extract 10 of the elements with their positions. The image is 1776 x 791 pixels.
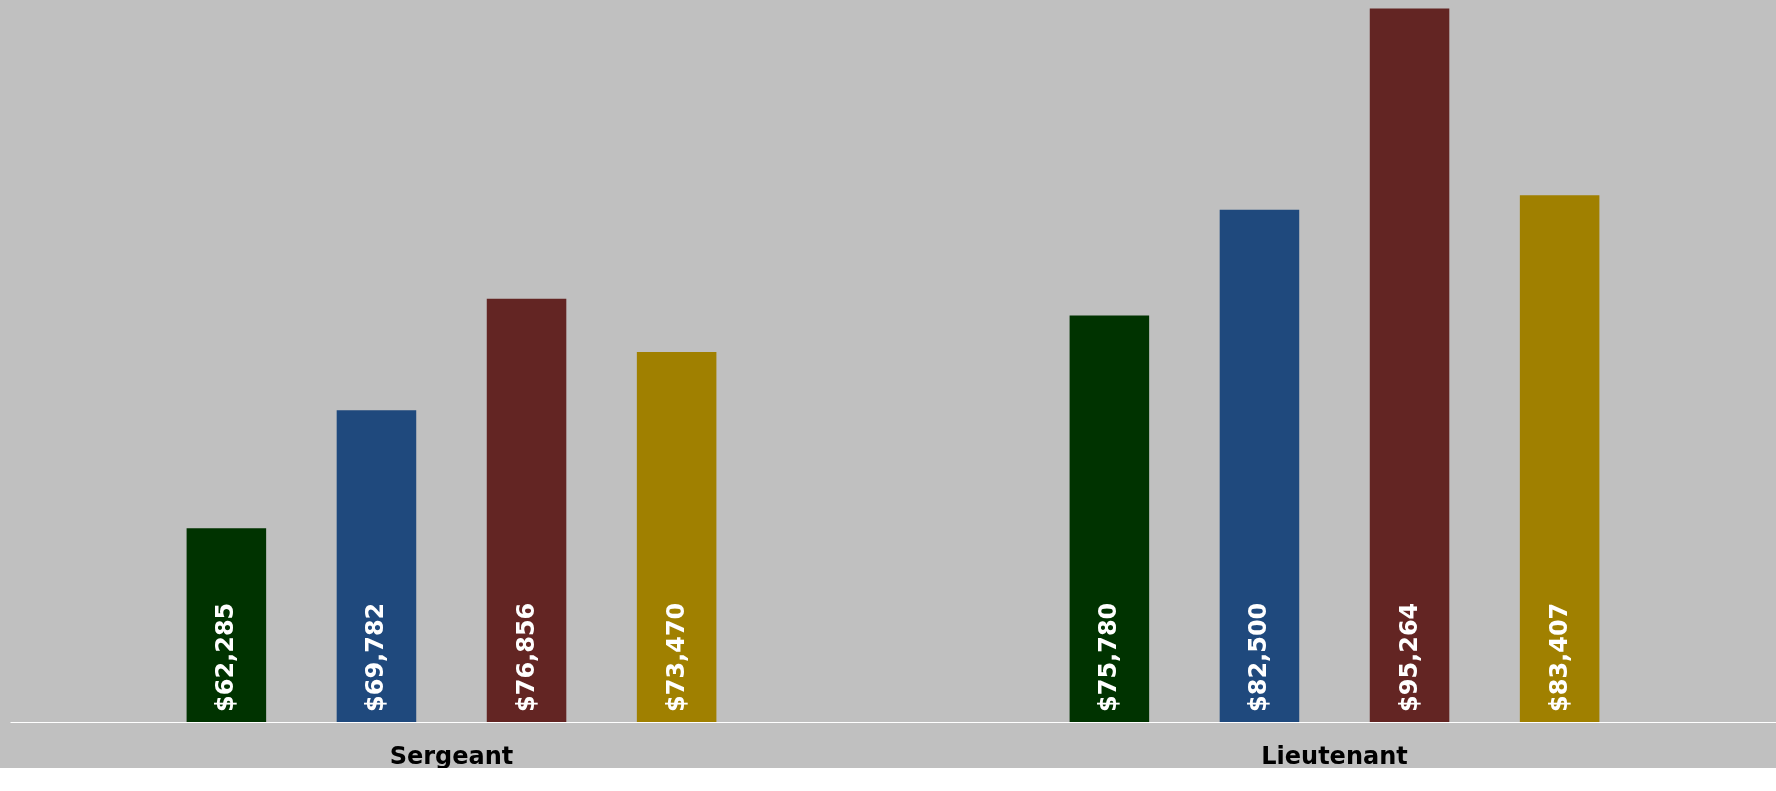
data-label: $95,264 bbox=[1394, 602, 1423, 712]
data-label: $82,500 bbox=[1244, 602, 1273, 712]
data-label: $76,856 bbox=[511, 602, 540, 712]
x-tick-label: Lieutenant bbox=[1261, 741, 1408, 770]
data-label: $73,470 bbox=[661, 602, 690, 712]
data-label: $75,780 bbox=[1094, 602, 1123, 712]
data-label: $62,285 bbox=[211, 602, 240, 712]
data-label: $83,407 bbox=[1544, 602, 1573, 712]
data-label: $69,782 bbox=[361, 602, 390, 712]
x-tick-label: Sergeant bbox=[389, 741, 514, 770]
